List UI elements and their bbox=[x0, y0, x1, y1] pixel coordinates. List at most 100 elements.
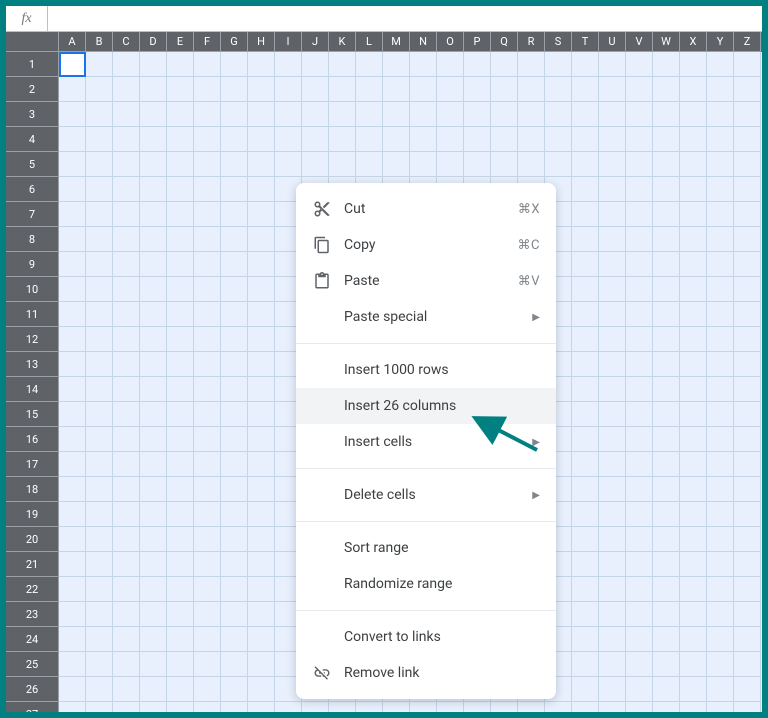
cell[interactable] bbox=[221, 177, 248, 202]
cell[interactable] bbox=[86, 52, 113, 77]
cell[interactable] bbox=[545, 152, 572, 177]
cell[interactable] bbox=[194, 152, 221, 177]
cell[interactable] bbox=[599, 627, 626, 652]
cell[interactable] bbox=[707, 377, 734, 402]
cell[interactable] bbox=[86, 102, 113, 127]
cell[interactable] bbox=[653, 527, 680, 552]
cell[interactable] bbox=[599, 702, 626, 712]
cell[interactable] bbox=[59, 227, 86, 252]
cell[interactable] bbox=[86, 327, 113, 352]
cell[interactable] bbox=[653, 77, 680, 102]
cell[interactable] bbox=[86, 227, 113, 252]
row-header[interactable]: 4 bbox=[6, 127, 59, 152]
column-header[interactable]: S bbox=[545, 32, 572, 52]
cell[interactable] bbox=[194, 552, 221, 577]
cell[interactable] bbox=[59, 702, 86, 712]
cell[interactable] bbox=[167, 102, 194, 127]
cell[interactable] bbox=[167, 352, 194, 377]
row-header[interactable]: 2 bbox=[6, 77, 59, 102]
cell[interactable] bbox=[59, 127, 86, 152]
cell[interactable] bbox=[221, 377, 248, 402]
cell[interactable] bbox=[599, 202, 626, 227]
cell[interactable] bbox=[680, 252, 707, 277]
cell[interactable] bbox=[680, 77, 707, 102]
cell[interactable] bbox=[248, 327, 275, 352]
cell[interactable] bbox=[248, 352, 275, 377]
cell[interactable] bbox=[680, 627, 707, 652]
cell[interactable] bbox=[113, 677, 140, 702]
cell[interactable] bbox=[626, 227, 653, 252]
cell[interactable] bbox=[140, 152, 167, 177]
cell[interactable] bbox=[680, 602, 707, 627]
cell[interactable] bbox=[302, 152, 329, 177]
cell[interactable] bbox=[491, 152, 518, 177]
cell[interactable] bbox=[734, 602, 761, 627]
cell[interactable] bbox=[167, 677, 194, 702]
cell[interactable] bbox=[113, 452, 140, 477]
cell[interactable] bbox=[59, 527, 86, 552]
cell[interactable] bbox=[221, 127, 248, 152]
cell[interactable] bbox=[626, 102, 653, 127]
cell[interactable] bbox=[572, 352, 599, 377]
cell[interactable] bbox=[734, 577, 761, 602]
cell[interactable] bbox=[248, 427, 275, 452]
column-header[interactable]: B bbox=[86, 32, 113, 52]
row-header[interactable]: 9 bbox=[6, 252, 59, 277]
cell[interactable] bbox=[653, 627, 680, 652]
cell[interactable] bbox=[194, 577, 221, 602]
cell[interactable] bbox=[140, 452, 167, 477]
cell[interactable] bbox=[599, 652, 626, 677]
cell[interactable] bbox=[167, 127, 194, 152]
cell[interactable] bbox=[653, 152, 680, 177]
cell[interactable] bbox=[680, 202, 707, 227]
cell[interactable] bbox=[221, 352, 248, 377]
cell[interactable] bbox=[734, 277, 761, 302]
cell[interactable] bbox=[221, 602, 248, 627]
cell[interactable] bbox=[653, 477, 680, 502]
menu-insert-rows[interactable]: Insert 1000 rows bbox=[296, 352, 556, 388]
cell[interactable] bbox=[113, 77, 140, 102]
cell[interactable] bbox=[464, 127, 491, 152]
cell[interactable] bbox=[86, 477, 113, 502]
cell[interactable] bbox=[221, 152, 248, 177]
cell[interactable] bbox=[194, 302, 221, 327]
cell[interactable] bbox=[707, 702, 734, 712]
cell[interactable] bbox=[113, 402, 140, 427]
column-header[interactable]: X bbox=[680, 32, 707, 52]
cell[interactable] bbox=[275, 77, 302, 102]
column-header[interactable]: L bbox=[356, 32, 383, 52]
cell[interactable] bbox=[437, 77, 464, 102]
cell[interactable] bbox=[248, 452, 275, 477]
cell[interactable] bbox=[599, 427, 626, 452]
cell[interactable] bbox=[221, 502, 248, 527]
cell[interactable] bbox=[113, 377, 140, 402]
cell[interactable] bbox=[707, 652, 734, 677]
cell[interactable] bbox=[707, 527, 734, 552]
cell[interactable] bbox=[329, 702, 356, 712]
cell[interactable] bbox=[194, 652, 221, 677]
menu-delete-cells[interactable]: Delete cells ▶ bbox=[296, 477, 556, 513]
cell[interactable] bbox=[626, 452, 653, 477]
cell[interactable] bbox=[653, 252, 680, 277]
cell[interactable] bbox=[248, 252, 275, 277]
cell[interactable] bbox=[626, 627, 653, 652]
cell[interactable] bbox=[653, 352, 680, 377]
cell[interactable] bbox=[383, 52, 410, 77]
cell[interactable] bbox=[167, 327, 194, 352]
cell[interactable] bbox=[707, 627, 734, 652]
menu-insert-cells[interactable]: Insert cells ▶ bbox=[296, 424, 556, 460]
cell[interactable] bbox=[410, 702, 437, 712]
cell[interactable] bbox=[707, 327, 734, 352]
cell[interactable] bbox=[140, 477, 167, 502]
cell[interactable] bbox=[464, 152, 491, 177]
column-header[interactable]: T bbox=[572, 32, 599, 52]
cell[interactable] bbox=[248, 627, 275, 652]
select-all-corner[interactable] bbox=[6, 32, 59, 52]
cell[interactable] bbox=[599, 102, 626, 127]
menu-copy[interactable]: Copy ⌘C bbox=[296, 227, 556, 263]
cell[interactable] bbox=[113, 427, 140, 452]
cell[interactable] bbox=[167, 252, 194, 277]
cell[interactable] bbox=[626, 677, 653, 702]
cell[interactable] bbox=[329, 102, 356, 127]
cell[interactable] bbox=[248, 377, 275, 402]
